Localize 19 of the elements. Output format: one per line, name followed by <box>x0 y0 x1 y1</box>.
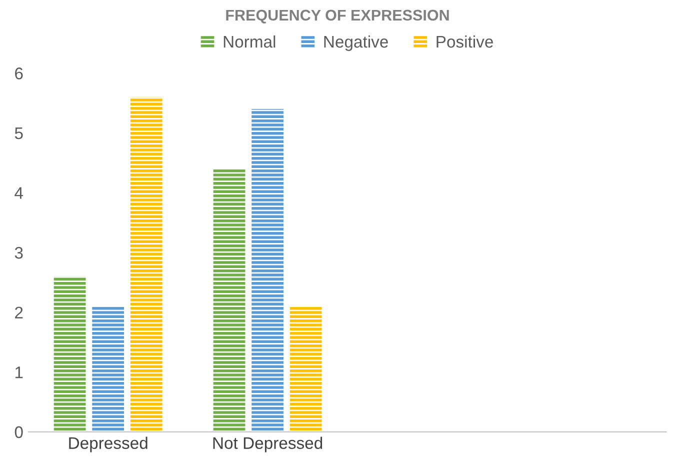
bar <box>290 306 322 432</box>
legend-label: Negative <box>324 35 388 51</box>
legend-label: Normal <box>224 35 276 48</box>
x-tick-label: Not Depressed <box>213 436 322 452</box>
bar <box>252 109 284 432</box>
y-tick-label: 1 <box>15 366 23 378</box>
y-tick-label: 0 <box>14 426 23 438</box>
bar <box>130 97 162 432</box>
y-tick-label: 6 <box>15 68 23 80</box>
legend-label: Positive <box>436 35 493 48</box>
chart-title: FREQUENCY OF EXPRESSION <box>226 10 449 24</box>
y-tick-label: 2 <box>15 306 23 318</box>
bar <box>54 276 86 432</box>
y-tick-label: 5 <box>14 128 23 140</box>
x-tick-label: Depressed <box>69 436 148 452</box>
bar <box>213 168 246 432</box>
bar <box>92 306 124 432</box>
y-tick-label: 4 <box>14 187 23 199</box>
y-tick-label: 3 <box>14 246 23 259</box>
